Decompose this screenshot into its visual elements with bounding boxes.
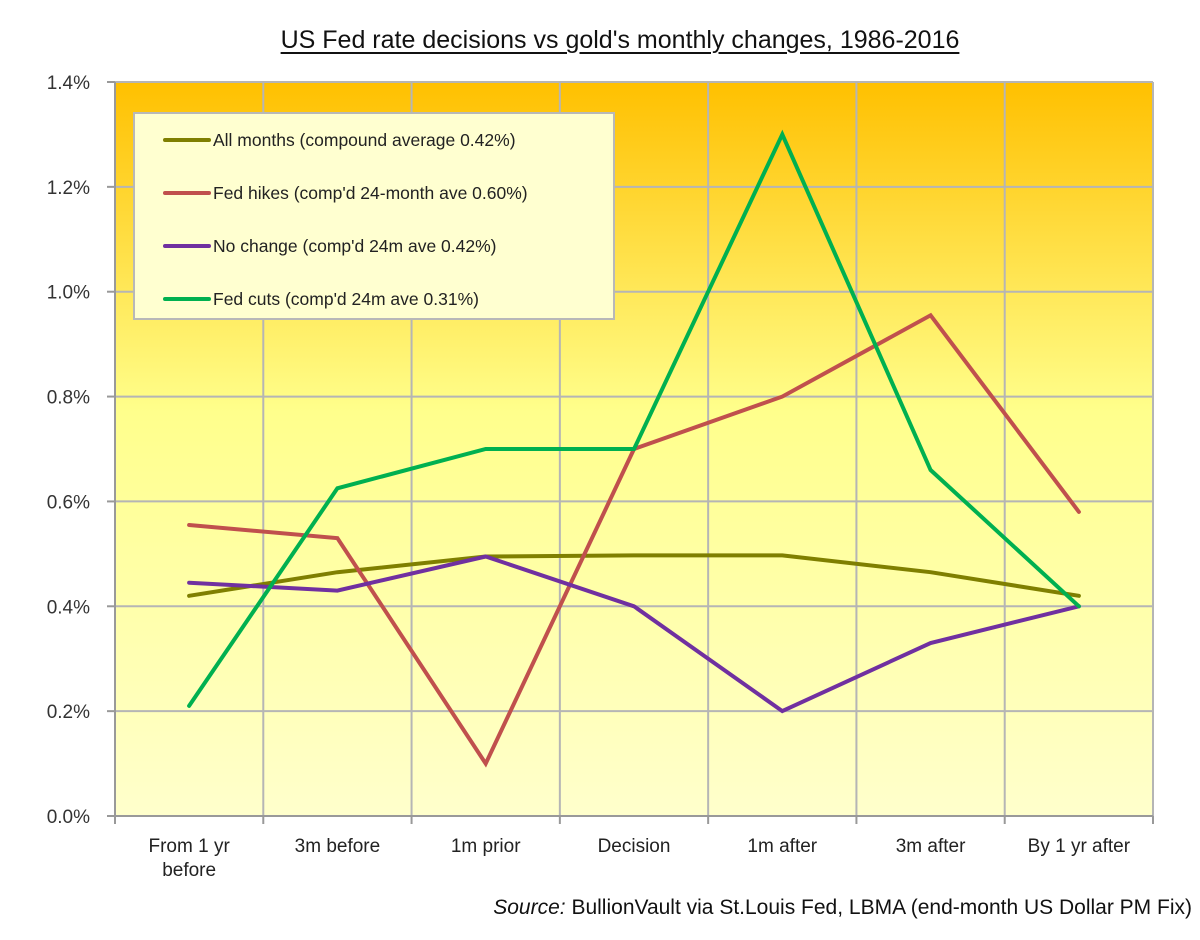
series-lines	[187, 129, 1081, 768]
legend-swatch	[163, 191, 211, 195]
legend-label: No change (comp'd 24m ave 0.42%)	[213, 235, 497, 256]
y-tick-label: 0.8%	[47, 388, 90, 409]
x-tick-label-line: 3m after	[896, 836, 966, 857]
x-tick-label-line: Decision	[598, 836, 671, 857]
legend-swatch	[163, 297, 211, 301]
source-label: Source:	[493, 896, 566, 919]
legend-label: Fed cuts (comp'd 24m ave 0.31%)	[213, 288, 479, 309]
series-line-3	[187, 129, 1081, 708]
series-line-0	[187, 553, 1081, 598]
legend-label: Fed hikes (comp'd 24-month ave 0.60%)	[213, 182, 528, 203]
legend-item: No change (comp'd 24m ave 0.42%)	[163, 234, 497, 258]
legend-label: All months (compound average 0.42%)	[213, 129, 516, 150]
chart-title-text: US Fed rate decisions vs gold's monthly …	[280, 26, 960, 54]
source-note: Source: BullionVault via St.Louis Fed, L…	[493, 896, 1192, 920]
chart-title: US Fed rate decisions vs gold's monthly …	[0, 26, 1200, 55]
source-text: BullionVault via St.Louis Fed, LBMA (end…	[565, 896, 1192, 919]
legend-item: All months (compound average 0.42%)	[163, 128, 516, 152]
legend-item: Fed hikes (comp'd 24-month ave 0.60%)	[163, 181, 528, 205]
y-tick-label: 0.4%	[47, 597, 90, 618]
x-tick-label-line: 1m prior	[451, 836, 521, 857]
y-tick-label: 1.2%	[47, 178, 90, 199]
x-tick-label-line: 3m before	[295, 836, 381, 857]
x-tick-label: Decision	[598, 836, 671, 857]
x-tick-label: 1m after	[747, 836, 817, 857]
axes	[107, 82, 1153, 824]
y-tick-label: 1.0%	[47, 283, 90, 304]
y-tick-label: 0.2%	[47, 702, 90, 723]
legend-item: Fed cuts (comp'd 24m ave 0.31%)	[163, 287, 479, 311]
series-line-2	[187, 554, 1081, 714]
y-tick-label: 1.4%	[47, 73, 90, 94]
x-tick-label: 3m after	[896, 836, 966, 857]
x-tick-label: 3m before	[295, 836, 381, 857]
x-tick-label: By 1 yr after	[1028, 836, 1131, 857]
y-tick-label: 0.0%	[47, 807, 90, 828]
legend-swatch	[163, 138, 211, 142]
legend-swatch	[163, 244, 211, 248]
x-tick-label-line: From 1 yr	[149, 836, 231, 857]
x-tick-label-line: By 1 yr after	[1028, 836, 1131, 857]
x-tick-label: 1m prior	[451, 836, 521, 857]
x-axis-ticks: From 1 yr before 3m before 1m prior Decision…	[114, 816, 1154, 881]
x-tick-label-line: 1m after	[747, 836, 817, 857]
x-tick-label: From 1 yr before	[149, 836, 231, 881]
x-tick-label-line: before	[162, 860, 216, 881]
legend: All months (compound average 0.42%) Fed h…	[133, 112, 615, 320]
y-axis-ticks: 0.0% 0.2% 0.4% 0.6% 0.8% 1.0% 1.2% 1.4%	[47, 73, 115, 828]
y-tick-label: 0.6%	[47, 492, 90, 513]
